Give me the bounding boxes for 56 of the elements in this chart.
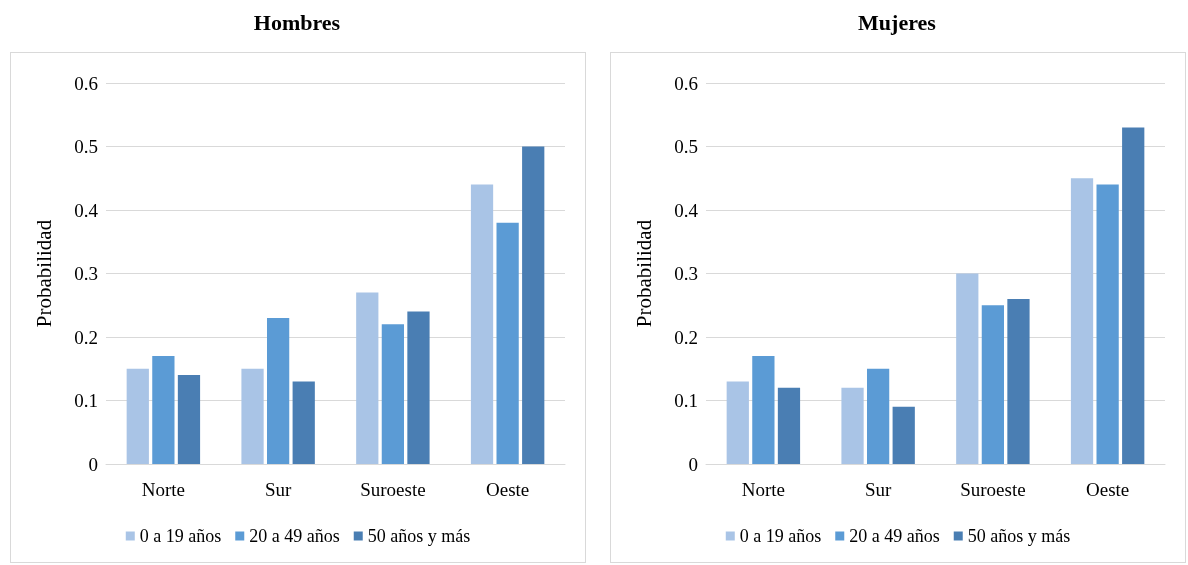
bar <box>522 146 545 464</box>
legend-label: 0 a 19 años <box>739 526 822 546</box>
legend-label: 0 a 19 años <box>139 526 222 546</box>
y-axis-title: Probabilidad <box>631 219 656 328</box>
bar <box>841 387 864 464</box>
bar <box>1096 184 1119 464</box>
y-tick-label: 0.1 <box>74 390 98 411</box>
bar <box>892 406 915 464</box>
legend-label: 50 años y más <box>967 526 1071 546</box>
bar <box>356 292 379 464</box>
x-tick-label: Suroeste <box>360 479 426 500</box>
x-tick-label: Oeste <box>1085 479 1130 500</box>
bar <box>777 387 801 464</box>
bar <box>752 356 775 464</box>
y-tick-label: 0.1 <box>674 390 698 411</box>
y-axis-title: Probabilidad <box>31 219 56 328</box>
legend-label: 20 a 49 años <box>249 526 340 546</box>
y-tick-label: 0.6 <box>74 72 98 94</box>
y-tick-label: 0.2 <box>674 326 698 348</box>
legend-label: 50 años y más <box>367 526 471 546</box>
bar <box>152 356 175 464</box>
bar <box>177 375 201 464</box>
x-tick-label: Oeste <box>485 479 530 500</box>
y-tick-label: 0.4 <box>74 199 99 221</box>
y-tick-label: 0.3 <box>74 263 98 284</box>
bar <box>126 368 149 464</box>
bar <box>496 222 519 464</box>
bar <box>956 273 979 464</box>
chart-title: Hombres <box>252 10 342 36</box>
bar <box>470 184 494 464</box>
y-tick-label: 0 <box>88 453 98 475</box>
y-tick-label: 0.5 <box>74 136 98 157</box>
bar <box>1070 178 1094 464</box>
bar <box>407 311 430 464</box>
bar <box>292 381 315 464</box>
x-tick-label: Sur <box>864 479 892 500</box>
y-tick-label: 0.2 <box>74 326 98 348</box>
bar <box>867 368 890 464</box>
legend-label: 20 a 49 años <box>849 526 940 546</box>
chart-title: Mujeres <box>857 10 937 36</box>
y-tick-label: 0.3 <box>674 263 698 284</box>
x-tick-label: Suroeste <box>960 479 1026 500</box>
y-tick-label: 0.4 <box>674 199 699 221</box>
x-tick-label: Norte <box>141 479 186 500</box>
bar <box>1122 127 1145 464</box>
bar <box>726 381 749 464</box>
bar <box>267 317 290 464</box>
x-tick-label: Sur <box>264 479 292 500</box>
bar <box>381 324 404 464</box>
bar <box>1007 298 1030 464</box>
y-tick-label: 0.6 <box>674 72 698 94</box>
x-tick-label: Norte <box>741 479 786 500</box>
bar <box>241 368 264 464</box>
y-tick-label: 0 <box>688 453 698 475</box>
y-tick-label: 0.5 <box>674 136 698 157</box>
bar <box>981 305 1004 464</box>
